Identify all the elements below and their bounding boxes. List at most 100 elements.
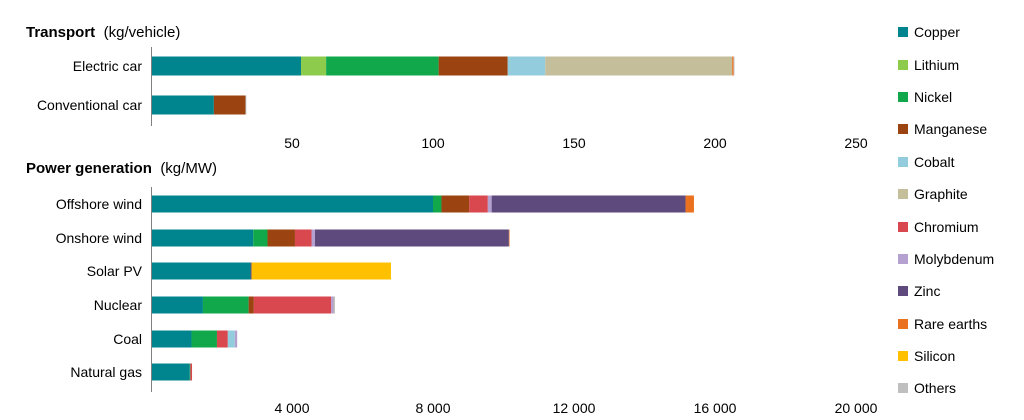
legend-item-cobalt: Cobalt (898, 146, 1022, 178)
x-tick-label: 150 (562, 135, 586, 151)
bar-electric-car-nickel (326, 56, 439, 76)
bar-coal-chromium (216, 330, 228, 348)
legend-label: Others (914, 380, 957, 397)
legend-label: Nickel (914, 88, 953, 105)
bar-nuclear-molybdenum (331, 296, 334, 314)
bar-onshore-wind-chromium (294, 229, 312, 247)
bar-coal-molybdenum (234, 330, 238, 348)
x-tick-label: 100 (421, 135, 445, 151)
category-label-offshore-wind: Offshore wind (56, 196, 142, 212)
legend-item-lithium: Lithium (898, 48, 1022, 80)
bar-offshore-wind-manganese (441, 195, 470, 213)
bar-offshore-wind-molybdenum (487, 195, 492, 213)
category-label-onshore-wind: Onshore wind (56, 230, 142, 246)
legend-label: Graphite (914, 186, 968, 203)
bar-natural-gas-chromium (190, 363, 193, 381)
bar-coal-copper (151, 330, 192, 348)
bar-nuclear-nickel (202, 296, 249, 314)
legend-swatch (898, 318, 908, 329)
bar-natural-gas-copper (151, 363, 190, 381)
bar-onshore-wind-molybdenum (311, 229, 316, 247)
category-label-electric-car: Electric car (73, 58, 143, 74)
legend-item-rare-earths: Rare earths (898, 308, 1022, 340)
legend-item-manganese: Manganese (898, 113, 1022, 145)
bar-electric-car-manganese (438, 56, 508, 76)
legend-item-molybdenum: Molybdenum (898, 243, 1022, 275)
legend-swatch (898, 221, 908, 232)
legend-label: Lithium (914, 56, 960, 73)
legend-swatch (898, 253, 908, 264)
legend-swatch (898, 286, 908, 297)
bar-nuclear-others (333, 296, 335, 314)
bar-onshore-wind-manganese (267, 229, 295, 247)
category-label-nuclear: Nuclear (94, 297, 143, 313)
bar-offshore-wind-nickel (433, 195, 442, 213)
bar-electric-car-lithium (301, 56, 327, 76)
legend-label: Chromium (914, 218, 979, 235)
bar-solar-pv-silicon (251, 262, 391, 280)
bar-solar-pv-copper (151, 262, 251, 280)
bar-onshore-wind-nickel (253, 229, 268, 247)
bar-solar-pv-zinc (250, 262, 252, 280)
legend-label: Molybdenum (914, 250, 995, 267)
legend-swatch (898, 124, 908, 135)
bar-nuclear-chromium (253, 296, 332, 314)
legend-swatch (898, 351, 908, 362)
legend-label: Manganese (914, 121, 988, 138)
x-tick-label: 50 (284, 135, 300, 151)
legend-label: Rare earths (914, 315, 988, 332)
bar-nuclear-manganese (248, 296, 254, 314)
legend: Copper Lithium Nickel Manganese Cobalt Graphi… (898, 16, 1022, 405)
bar-conventional-car-copper (151, 95, 214, 115)
bar-offshore-wind-zinc (491, 195, 686, 213)
x-tick-label: 4 000 (274, 400, 309, 416)
bar-nuclear-copper (151, 296, 203, 314)
bar-electric-car-graphite (545, 56, 733, 76)
bar-natural-gas-nickel (189, 363, 191, 381)
x-tick-label: 20 000 (835, 400, 878, 416)
bar-onshore-wind-rare-earths (508, 229, 510, 247)
x-tick-label: 250 (844, 135, 868, 151)
category-label-solar-pv: Solar PV (87, 263, 143, 279)
legend-item-zinc: Zinc (898, 275, 1022, 307)
x-tick-label: 200 (703, 135, 727, 151)
bar-electric-car-others (733, 56, 735, 76)
x-tick-label: 12 000 (553, 400, 596, 416)
legend-label: Silicon (914, 348, 956, 365)
bar-onshore-wind-zinc (315, 229, 509, 247)
legend-item-others: Others (898, 372, 1022, 404)
category-label-natural-gas: Natural gas (70, 364, 142, 380)
legend-item-chromium: Chromium (898, 210, 1022, 242)
legend-swatch (898, 383, 908, 394)
category-label-conventional-car: Conventional car (37, 97, 142, 113)
power-generation-chart: Offshore wind Onshore wind Solar PV Nuclear… (56, 187, 878, 416)
legend-item-silicon: Silicon (898, 340, 1022, 372)
bar-coal-nickel (191, 330, 217, 348)
legend-swatch (898, 27, 908, 38)
bar-offshore-wind-rare-earths (685, 195, 694, 213)
legend-item-graphite: Graphite (898, 178, 1022, 210)
transport-title: Transport (kg/vehicle) (26, 24, 180, 41)
bar-electric-car-cobalt (507, 56, 546, 76)
bar-coal-cobalt (227, 330, 235, 348)
power-generation-title: Power generation (kg/MW) (26, 160, 217, 177)
legend-label: Copper (914, 24, 960, 41)
legend-swatch (898, 91, 908, 102)
bar-electric-car-copper (151, 56, 302, 76)
bar-offshore-wind-chromium (469, 195, 488, 213)
bar-conventional-car-others (245, 95, 247, 115)
legend-swatch (898, 59, 908, 70)
legend-label: Zinc (914, 283, 941, 300)
bar-conventional-car-manganese (213, 95, 246, 115)
bar-offshore-wind-copper (151, 195, 433, 213)
category-label-coal: Coal (113, 331, 142, 347)
x-tick-label: 16 000 (694, 400, 737, 416)
bar-onshore-wind-copper (151, 229, 254, 247)
legend-label: Cobalt (914, 153, 955, 170)
x-tick-label: 8 000 (415, 400, 450, 416)
legend-swatch (898, 156, 908, 167)
legend-swatch (898, 189, 908, 200)
transport-chart: Electric car Conventional car 50 100 150 200 2… (37, 47, 868, 151)
legend-item-copper: Copper (898, 16, 1022, 48)
